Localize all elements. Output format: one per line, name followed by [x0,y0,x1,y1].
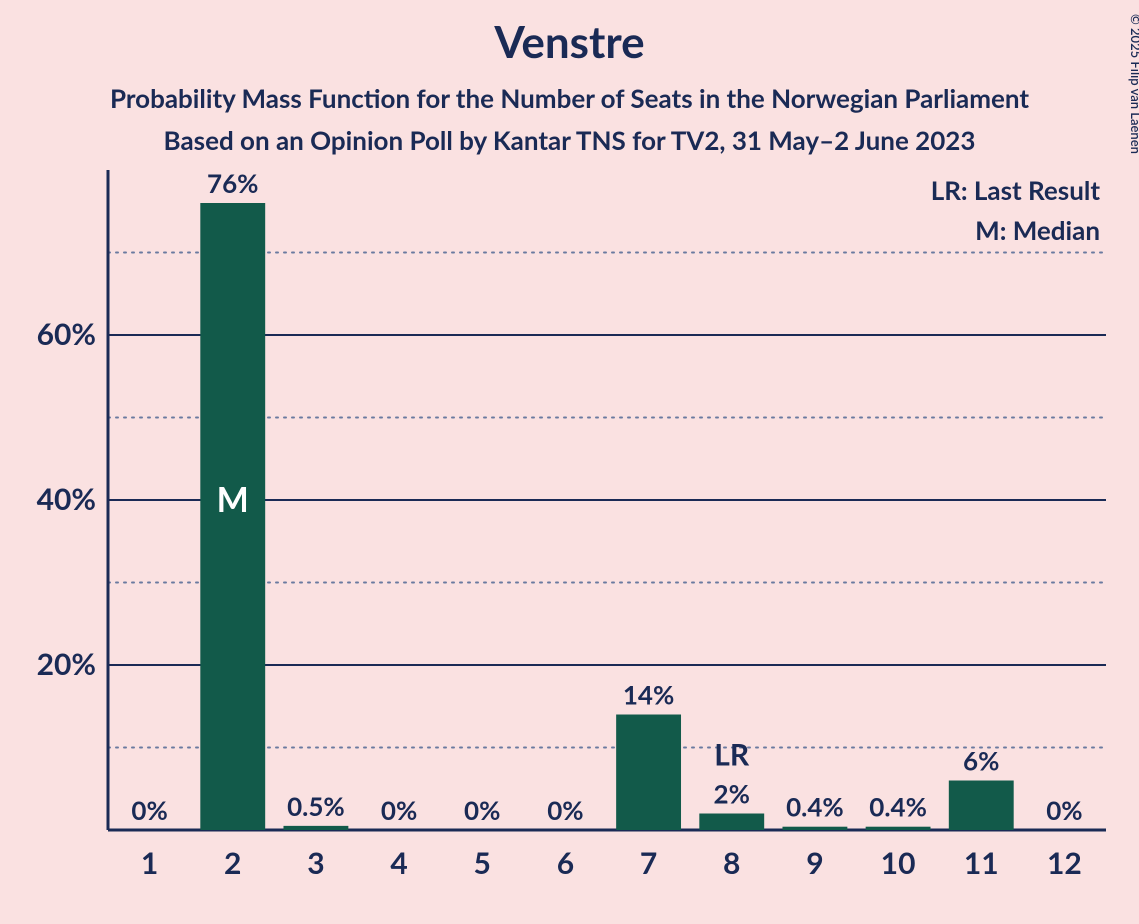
x-tick-label: 1 [141,845,158,881]
bar-value-label: 2% [714,778,750,810]
bar [283,826,348,830]
x-tick-label: 10 [881,845,916,881]
x-tick-label: 8 [723,845,740,881]
bar-value-label: 0% [464,794,500,826]
legend-lr: LR: Last Result [931,174,1101,206]
x-tick-label: 3 [307,845,324,881]
bar-value-label: 0% [1046,794,1082,826]
x-tick-label: 11 [964,845,999,881]
x-tick-label: 6 [557,845,574,881]
bar [866,827,931,830]
x-tick-label: 7 [640,845,657,881]
median-marker: M [217,479,249,520]
bar [782,827,847,830]
chart-subtitle-2: Based on an Opinion Poll by Kantar TNS f… [164,124,976,156]
bar [616,715,681,831]
x-tick-label: 5 [474,845,491,881]
bar [699,814,764,831]
y-tick-label: 20% [37,646,96,682]
bar-value-label: 76% [207,167,258,199]
lr-marker: LR [714,737,750,773]
bar-value-label: 0.5% [287,790,345,822]
bar-value-label: 14% [623,679,674,711]
bar-value-label: 0.4% [786,791,844,823]
bar-value-label: 0.4% [869,791,927,823]
legend-m: M: Median [975,214,1100,246]
chart-subtitle-1: Probability Mass Function for the Number… [110,82,1029,114]
x-tick-label: 12 [1047,845,1082,881]
bar-value-label: 6% [963,745,999,777]
copyright: © 2025 Filip van Laenen [1128,14,1139,154]
x-tick-label: 4 [390,845,407,881]
chart-title: Venstre [493,16,644,68]
bar [949,781,1014,831]
y-tick-label: 60% [37,316,96,352]
x-tick-label: 9 [806,845,823,881]
x-tick-label: 2 [224,845,241,881]
bar-value-label: 0% [547,794,583,826]
y-tick-label: 40% [37,481,96,517]
bar-value-label: 0% [381,794,417,826]
bar-value-label: 0% [131,794,167,826]
